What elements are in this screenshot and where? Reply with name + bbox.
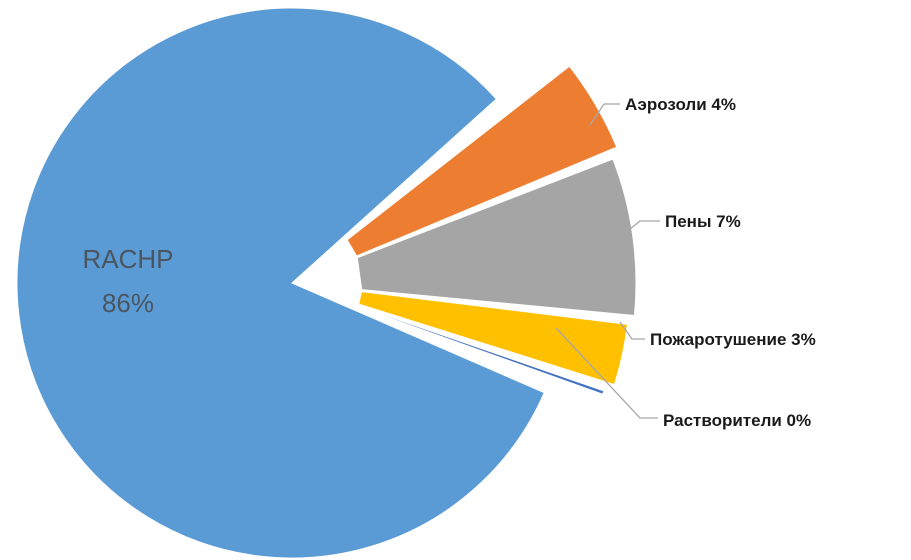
slice-label-foams: Пены 7% [665,212,741,231]
pie-slice-foams [356,158,637,317]
pie-slice-fire [358,291,629,386]
pie-slice-solvents [357,305,605,395]
slice-label-rachp-percent: 86% [102,288,154,318]
slice-label-solvents: Растворители 0% [663,411,811,430]
slice-label-fire: Пожаротушение 3% [650,330,816,349]
pie-slice-rachp [16,7,545,559]
leader-line-aerosols [589,103,620,126]
slice-label-aerosols: Аэрозоли 4% [625,95,736,114]
leader-line-solvents [555,327,658,419]
slice-label-rachp-name: RACHP [82,244,173,274]
slices-layer [16,7,637,559]
leader-line-foams [624,220,660,234]
leader-lines-layer [555,103,660,419]
leader-line-fire [619,321,645,340]
labels-layer: RACHP 86% Аэрозоли 4% Пены 7% Пожаротушение … [82,95,815,430]
